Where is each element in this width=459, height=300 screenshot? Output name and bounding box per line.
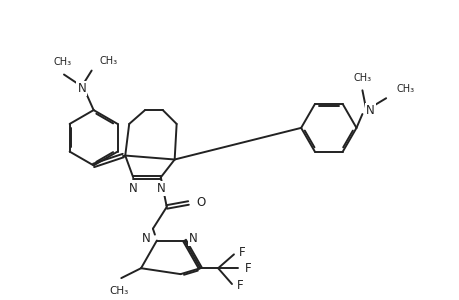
Text: N: N — [188, 232, 197, 245]
Text: CH₃: CH₃ — [353, 74, 371, 83]
Text: CH₃: CH₃ — [395, 84, 413, 94]
Text: N: N — [365, 103, 374, 117]
Text: N: N — [129, 182, 137, 195]
Text: CH₃: CH₃ — [99, 56, 118, 66]
Text: N: N — [156, 182, 165, 195]
Text: CH₃: CH₃ — [109, 286, 129, 296]
Text: N: N — [77, 82, 86, 95]
Text: F: F — [236, 280, 243, 292]
Text: O: O — [196, 196, 205, 209]
Text: CH₃: CH₃ — [54, 57, 72, 67]
Text: N: N — [142, 232, 151, 245]
Text: F: F — [238, 246, 245, 259]
Text: F: F — [244, 262, 251, 275]
